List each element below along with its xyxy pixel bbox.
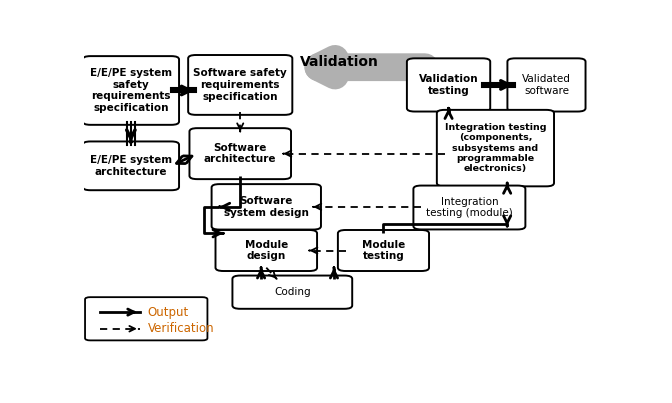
Text: E/E/PE system
safety
requirements
specification: E/E/PE system safety requirements specif… (90, 68, 172, 113)
Text: Validation
testing: Validation testing (419, 74, 478, 96)
FancyBboxPatch shape (437, 110, 554, 186)
Text: Verification: Verification (148, 322, 214, 335)
Text: Coding: Coding (274, 287, 310, 297)
Text: Software safety
requirements
specification: Software safety requirements specificati… (194, 69, 287, 102)
Text: Software
system design: Software system design (224, 196, 308, 218)
FancyBboxPatch shape (83, 56, 179, 125)
Text: Module
design: Module design (245, 240, 288, 261)
FancyBboxPatch shape (212, 184, 321, 230)
FancyBboxPatch shape (85, 297, 208, 341)
FancyBboxPatch shape (188, 55, 292, 115)
Text: Integration
testing (module): Integration testing (module) (426, 197, 513, 218)
FancyBboxPatch shape (83, 141, 179, 190)
Text: Output: Output (148, 305, 189, 319)
FancyBboxPatch shape (233, 276, 352, 309)
Text: Validation: Validation (300, 55, 378, 69)
FancyBboxPatch shape (338, 230, 429, 271)
Text: Integration testing
(components,
subsystems and
programmable
electronics): Integration testing (components, subsyst… (445, 123, 546, 173)
FancyBboxPatch shape (507, 58, 585, 112)
FancyBboxPatch shape (216, 230, 317, 271)
Text: Module
testing: Module testing (362, 240, 405, 261)
FancyBboxPatch shape (190, 128, 291, 179)
Text: E/E/PE system
architecture: E/E/PE system architecture (90, 155, 172, 177)
Text: Validated
software: Validated software (522, 74, 571, 96)
Text: Software
architecture: Software architecture (204, 143, 276, 164)
FancyBboxPatch shape (407, 58, 491, 112)
FancyBboxPatch shape (413, 185, 526, 229)
